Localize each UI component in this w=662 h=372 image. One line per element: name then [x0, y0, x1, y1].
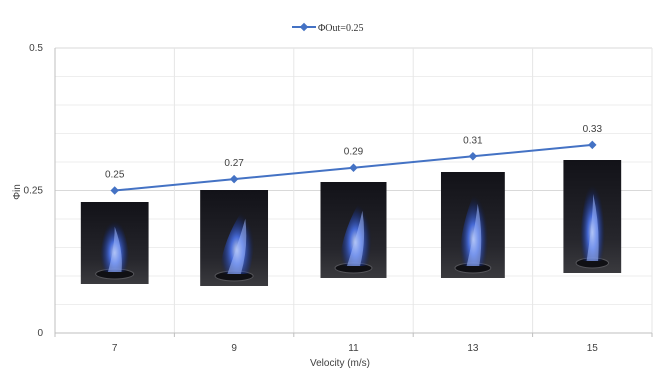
y-axis-title: Φin [12, 184, 23, 200]
y-tick-label: 0.5 [29, 43, 43, 54]
data-point-marker [229, 174, 239, 184]
data-point-marker [588, 140, 597, 150]
y-tick-label: 0.25 [24, 186, 44, 197]
data-label: 0.27 [224, 158, 244, 169]
legend: ΦOut=0.25 [292, 22, 363, 34]
data-label: 0.31 [463, 135, 483, 146]
flame-photos [80, 160, 622, 286]
axes [54, 48, 653, 337]
data-label: 0.29 [344, 147, 364, 158]
y-tick-label: 0 [37, 328, 43, 339]
data-point-marker [349, 163, 358, 172]
blue-flame-photo [200, 190, 269, 286]
x-tick-label: 13 [467, 343, 479, 354]
tick-labels: 0 0.25 0.5 7 9 11 13 15 [24, 43, 599, 354]
blue-flame-photo [80, 202, 149, 284]
x-tick-label: 7 [112, 343, 118, 354]
x-tick-label: 9 [231, 343, 237, 354]
data-label: 0.25 [105, 170, 125, 181]
blue-flame-photo [440, 172, 505, 278]
data-point-marker [110, 186, 119, 195]
blue-flame-photo [320, 182, 387, 278]
series-line: 0.25 0.27 0.29 0.31 0.33 [105, 124, 603, 195]
data-label: 0.33 [583, 124, 603, 135]
x-tick-label: 11 [348, 343, 359, 354]
legend-label: ΦOut=0.25 [318, 23, 363, 34]
x-tick-label: 15 [587, 343, 599, 354]
data-point-marker [468, 152, 478, 161]
x-axis-title: Velocity (m/s) [310, 358, 370, 369]
legend-marker-swatch [299, 22, 309, 32]
blue-flame-photo [563, 160, 622, 273]
